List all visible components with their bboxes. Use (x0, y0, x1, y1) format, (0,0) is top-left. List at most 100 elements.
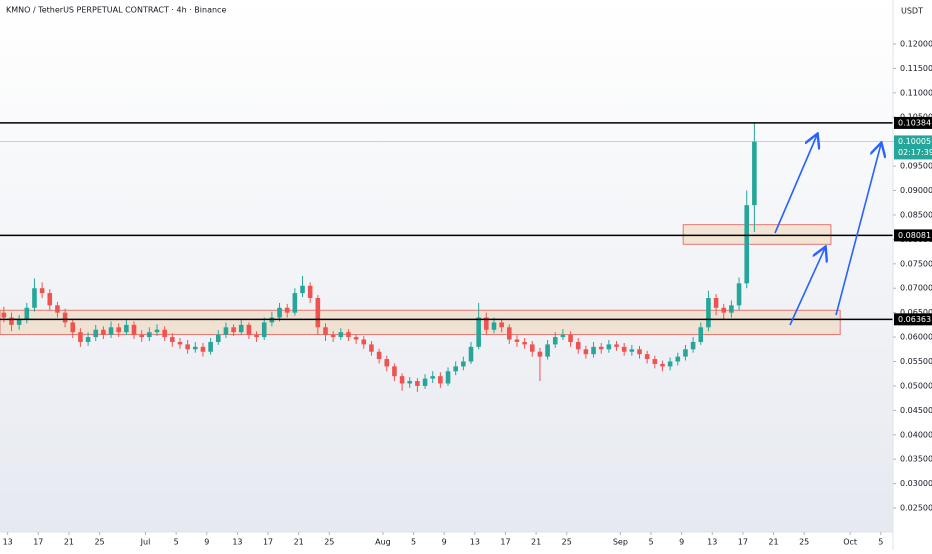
candle-body (369, 344, 374, 352)
candle-body (713, 297, 719, 308)
candle-body (399, 376, 405, 384)
candle-body (675, 356, 681, 362)
candle-body (300, 285, 305, 294)
candle-body (315, 297, 321, 328)
x-tick-label: 21 (531, 538, 541, 547)
candle-body (384, 359, 390, 367)
chart-title: KMNO / TetherUS PERPETUAL CONTRACT · 4h … (6, 6, 226, 15)
candle-body (307, 285, 313, 298)
price-label: 0.08081 (898, 231, 931, 240)
x-tick-label: 13 (3, 538, 13, 547)
candle-body (215, 334, 221, 342)
arrow (835, 144, 881, 316)
y-tick-label: 0.07000 (900, 284, 932, 293)
candle-body (438, 376, 443, 384)
candle-body (545, 344, 550, 357)
candle-body (568, 334, 573, 342)
x-tick-label: 17 (263, 538, 273, 547)
candle-body (683, 349, 688, 357)
candle-body (85, 337, 91, 342)
candle-body (484, 317, 489, 330)
candle-body (529, 344, 535, 352)
candle-body (560, 334, 566, 338)
candle-body (39, 288, 45, 294)
candle-body (238, 324, 244, 333)
candle-body (552, 337, 558, 345)
candle-body (491, 322, 497, 330)
candle-body (292, 293, 298, 313)
candle-body (47, 293, 53, 306)
candle-body (192, 346, 198, 350)
x-tick-label: 13 (707, 538, 717, 547)
candle-body (407, 381, 413, 384)
candle-body (55, 305, 60, 313)
zone (682, 224, 832, 245)
candle-body (644, 354, 650, 360)
candle-body (507, 327, 512, 340)
candle-body (231, 327, 236, 333)
y-tick-label: 0.04500 (900, 406, 932, 415)
price-label: 0.10384 (898, 118, 931, 127)
candle-body (729, 305, 734, 313)
x-tick-label: 21 (294, 538, 304, 547)
candle-body (346, 332, 351, 338)
y-tick-label: 0.11000 (900, 88, 932, 97)
y-tick-label: 0.02500 (900, 504, 932, 513)
arrow (789, 248, 825, 326)
x-tick-label: 17 (738, 538, 748, 547)
candle-body (32, 288, 37, 308)
candle-body (614, 344, 619, 347)
candle-body (200, 346, 206, 352)
candle-body (261, 322, 267, 338)
candle-body (177, 341, 183, 345)
x-tick-label: 25 (799, 538, 809, 547)
candle-body (124, 324, 129, 333)
candle-body (323, 327, 328, 335)
candle-body (736, 283, 742, 306)
candle-body (131, 324, 137, 335)
candle-body (476, 317, 481, 347)
candle-body (637, 349, 642, 355)
candle-body (415, 381, 420, 386)
candle-body (690, 341, 696, 350)
y-tick-label: 0.06500 (900, 308, 932, 317)
y-tick-label: 0.03000 (900, 479, 932, 488)
x-tick-label: 5 (878, 538, 883, 547)
candle-body (1, 312, 7, 318)
x-tick-label: 25 (324, 538, 334, 547)
x-tick-label: 5 (411, 538, 416, 547)
candle-body (62, 312, 68, 323)
y-tick-label: 0.05000 (900, 381, 932, 390)
x-tick-label: 21 (64, 538, 74, 547)
candle-body (162, 329, 167, 338)
candle-body (254, 334, 259, 338)
x-tick-label: Aug (375, 538, 391, 547)
x-tick-label: 17 (33, 538, 43, 547)
candle-body (246, 324, 252, 335)
candle-body (667, 361, 673, 367)
candle-body (70, 322, 76, 333)
x-tick-label: 13 (470, 538, 480, 547)
candle-body (752, 141, 757, 206)
x-tick-label: 5 (648, 538, 653, 547)
price-label: 0.10005 (898, 137, 931, 146)
candle-body (468, 346, 474, 362)
candle-body (499, 322, 504, 328)
y-tick-label: 0.03500 (900, 455, 932, 464)
candle-body (101, 329, 106, 335)
candle-body (208, 341, 213, 352)
candle-body (116, 327, 122, 333)
x-tick-label: 9 (442, 538, 447, 547)
y-tick-label: 0.07500 (900, 259, 932, 268)
y-tick-label: 0.09500 (900, 162, 932, 171)
price-label-box (894, 135, 932, 160)
candle-body (652, 359, 658, 364)
candle-body (621, 346, 627, 352)
x-tick-label: 5 (174, 538, 179, 547)
plot-background (0, 0, 893, 532)
y-tick-label: 0.12000 (900, 39, 932, 48)
y-tick-label: 0.06000 (900, 333, 932, 342)
y-tick-label: 0.04000 (900, 430, 932, 439)
candle-body (93, 329, 99, 338)
